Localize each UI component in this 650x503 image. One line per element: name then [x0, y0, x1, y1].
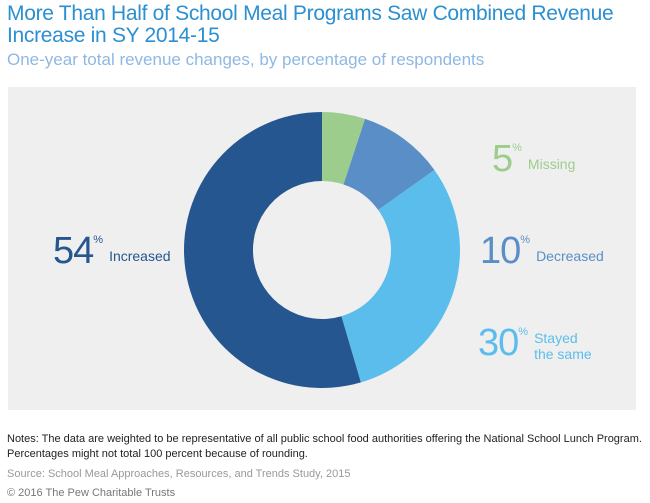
- source: Source: School Meal Approaches, Resource…: [7, 468, 351, 480]
- copyright: © 2016 The Pew Charitable Trusts: [7, 487, 176, 499]
- chart-title: More Than Half of School Meal Programs S…: [7, 2, 614, 47]
- label-name: Decreased: [536, 248, 604, 264]
- label-unit: %: [93, 234, 104, 246]
- label-unit: %: [520, 234, 531, 246]
- label-value: 5: [492, 138, 513, 180]
- chart-subtitle: One-year total revenue changes, by perce…: [7, 50, 485, 69]
- label-stayed-same: 30 % Stayed the same: [478, 324, 598, 362]
- label-name: Increased: [109, 248, 171, 264]
- slice-increased: [183, 112, 361, 388]
- donut-chart: [183, 112, 460, 388]
- notes: Notes: The data are weighted to be repre…: [7, 433, 642, 460]
- label-missing: 5 % Missing: [492, 140, 575, 178]
- slice-decreased: [343, 118, 435, 210]
- slice-missing: [322, 112, 366, 185]
- label-increased: 54 % Increased: [53, 232, 171, 270]
- label-unit: %: [512, 142, 522, 154]
- label-name: Missing: [527, 156, 576, 172]
- label-unit: %: [518, 326, 529, 338]
- label-decreased: 10 % Decreased: [480, 232, 604, 270]
- slice-stayed-the-same: [341, 169, 460, 383]
- label-value: 30: [478, 322, 519, 364]
- label-value: 10: [480, 230, 521, 272]
- label-name: Stayed the same: [534, 330, 592, 362]
- label-value: 54: [53, 230, 94, 272]
